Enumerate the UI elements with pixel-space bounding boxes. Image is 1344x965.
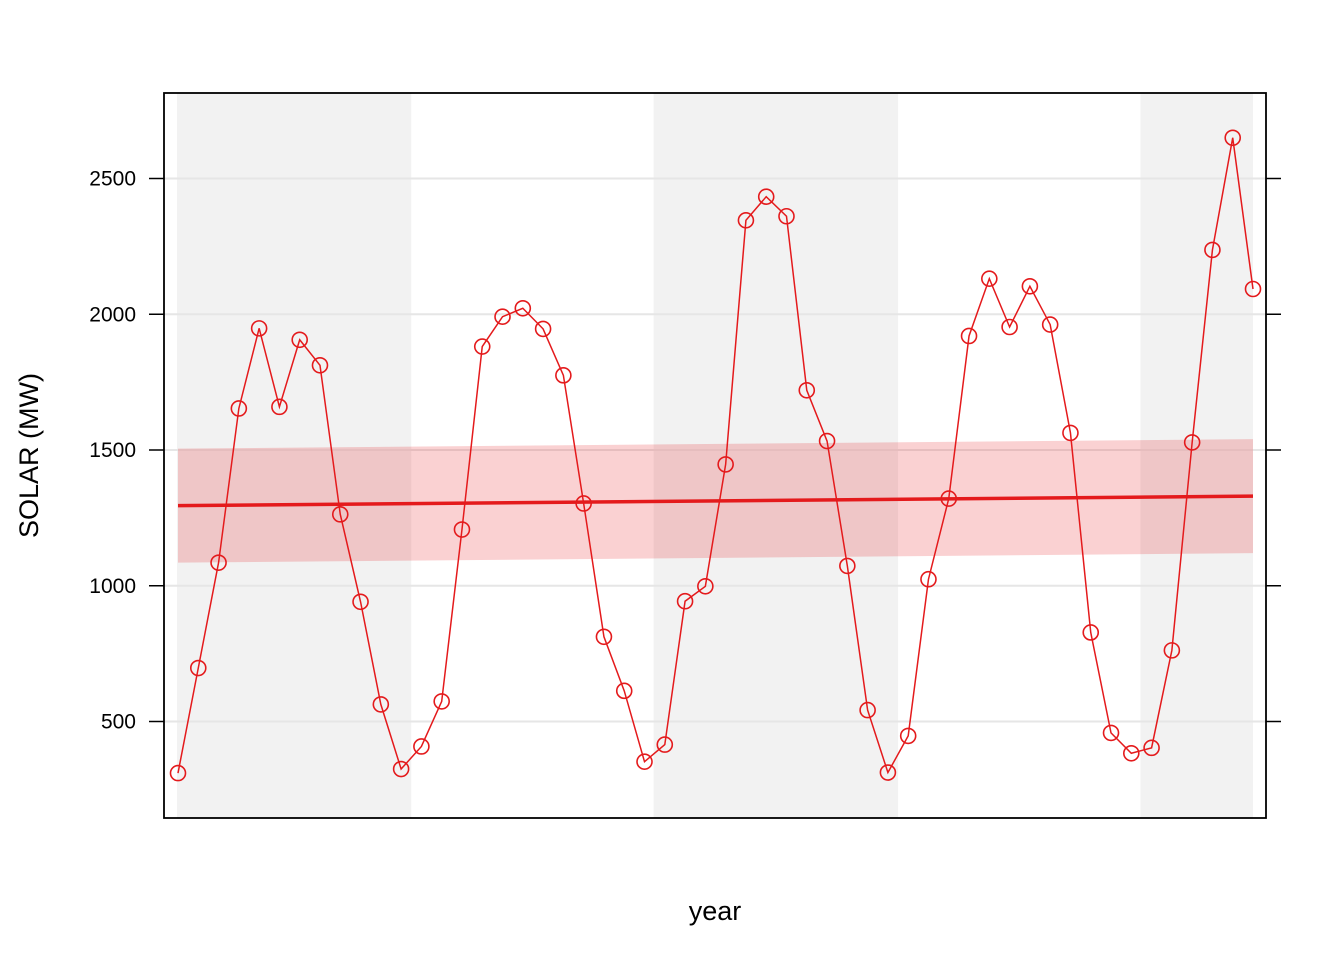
data-point [1204, 241, 1221, 259]
data-point [1183, 434, 1201, 451]
series-line [177, 137, 1254, 775]
data-point [250, 320, 268, 337]
data-point [697, 577, 714, 595]
data-point [271, 398, 288, 416]
data-point [331, 506, 349, 523]
data-point [960, 327, 978, 345]
data-point [413, 738, 430, 755]
data-point [879, 764, 897, 781]
data-point [899, 727, 917, 745]
data-point [1001, 318, 1018, 336]
data-point [798, 381, 816, 399]
data-point [372, 696, 390, 713]
data-point [1143, 739, 1160, 757]
y-tick-label: 1000 [89, 575, 136, 598]
data-point [1163, 642, 1181, 659]
data-point [291, 331, 308, 349]
data-point [818, 432, 836, 450]
y-tick-label: 1500 [89, 439, 136, 462]
data-point [1102, 724, 1120, 742]
data-point [1062, 424, 1079, 442]
data-point [1021, 277, 1039, 295]
y-tick-label: 2000 [89, 303, 136, 326]
series-layer [169, 129, 1262, 782]
data-point [778, 207, 795, 225]
data-point [1123, 744, 1140, 762]
data-point [1244, 280, 1262, 298]
data-point [392, 760, 410, 778]
data-point [352, 593, 369, 611]
trend-line [177, 494, 1254, 508]
year-shade-band [1140, 93, 1253, 818]
data-point [1224, 129, 1242, 147]
data-point [717, 456, 734, 473]
y-axis-title: SOLAR (MW) [14, 373, 44, 538]
x-axis-title: year [689, 896, 742, 926]
data-point [859, 701, 876, 719]
data-point [839, 557, 856, 575]
data-point [1041, 316, 1059, 333]
year-shade-band [177, 93, 412, 818]
gridlines [164, 177, 1266, 723]
year-shade-band [653, 93, 899, 818]
data-point [433, 693, 450, 710]
plot-frame [163, 92, 1267, 819]
data-point [757, 188, 775, 205]
data-point [1082, 624, 1100, 641]
data-point [534, 320, 552, 338]
data-point [595, 628, 613, 646]
data-point [311, 356, 329, 374]
data-point [555, 367, 572, 384]
y-tick-label: 2500 [89, 168, 136, 191]
data-point [473, 338, 491, 355]
data-point [676, 592, 694, 610]
y-axis-ticks: 500 1000 1500 2000 2500 [89, 168, 1281, 734]
data-point [453, 521, 471, 538]
data-point [514, 299, 532, 317]
data-point [575, 495, 592, 512]
data-point [656, 736, 674, 753]
year-shading [177, 93, 1253, 818]
data-point [636, 753, 653, 770]
data-point [169, 764, 187, 782]
data-point [189, 659, 207, 677]
data-point [737, 212, 755, 229]
plot-frame-layer [163, 92, 1267, 819]
data-point [615, 682, 633, 700]
data-point [230, 400, 248, 417]
y-tick-label: 500 [101, 711, 136, 734]
data-point [940, 490, 958, 507]
trend-layer [177, 494, 1254, 508]
data-point [210, 554, 227, 571]
data-point [494, 308, 511, 325]
data-point [981, 270, 998, 287]
data-point [920, 570, 937, 588]
